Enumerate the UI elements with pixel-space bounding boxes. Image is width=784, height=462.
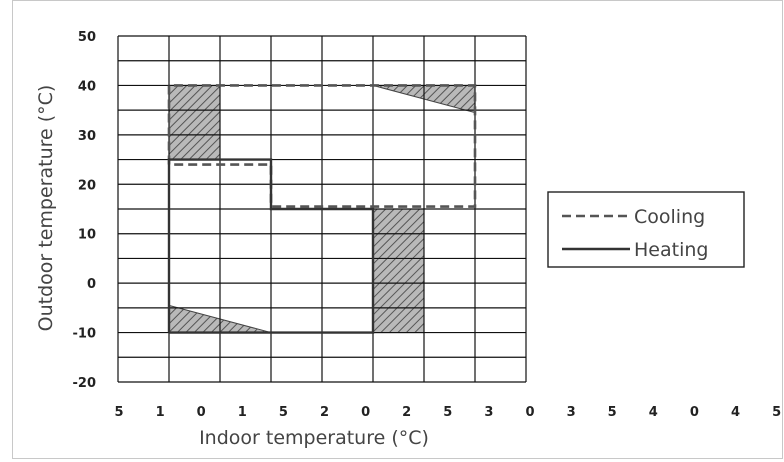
legend-label-heating: Heating bbox=[634, 239, 708, 261]
x-tick-label: 2 bbox=[402, 405, 411, 420]
x-tick-label: 0 bbox=[197, 405, 206, 420]
x-tick-label: 5 bbox=[772, 405, 781, 420]
x-tick-labels: 5 1 0 1 5 2 0 2 5 3 0 3 5 4 0 4 5 bbox=[114, 405, 781, 420]
y-tick-label: 30 bbox=[78, 129, 96, 144]
legend-box bbox=[547, 191, 745, 268]
shaded-region-0 bbox=[168, 84, 221, 161]
x-tick-label: 5 bbox=[114, 405, 123, 420]
legend: Cooling Heating bbox=[547, 191, 745, 268]
x-tick-label: 0 bbox=[525, 405, 534, 420]
series-line-cooling bbox=[167, 84, 477, 208]
y-tick-labels: 50 40 30 20 10 0 -10 -20 bbox=[73, 30, 97, 391]
x-tick-label: 4 bbox=[731, 405, 740, 420]
y-tick-label: 0 bbox=[87, 277, 96, 292]
series-lines bbox=[167, 84, 477, 334]
y-tick-label: 40 bbox=[78, 79, 96, 94]
x-tick-label: 5 bbox=[443, 405, 452, 420]
x-tick-label: 0 bbox=[690, 405, 699, 420]
x-tick-label: 1 bbox=[156, 405, 165, 420]
y-axis-title: Outdoor temperature (°C) bbox=[35, 85, 57, 332]
y-tick-label: -10 bbox=[73, 327, 97, 342]
x-tick-label: 3 bbox=[567, 405, 576, 420]
x-tick-label: 4 bbox=[649, 405, 658, 420]
shaded-region-2 bbox=[372, 208, 425, 334]
y-tick-label: 50 bbox=[78, 30, 96, 45]
y-tick-label: 10 bbox=[78, 228, 96, 243]
series-line-heating bbox=[167, 158, 375, 334]
chart-frame bbox=[12, 0, 783, 459]
legend-label-cooling: Cooling bbox=[634, 206, 705, 228]
y-tick-label: 20 bbox=[78, 178, 96, 193]
x-tick-label: 1 bbox=[238, 405, 247, 420]
y-tick-label: -20 bbox=[73, 376, 97, 391]
x-tick-label: 0 bbox=[361, 405, 370, 420]
x-tick-label: 5 bbox=[608, 405, 617, 420]
x-tick-label: 2 bbox=[320, 405, 329, 420]
x-tick-label: 3 bbox=[484, 405, 493, 420]
x-tick-label: 5 bbox=[279, 405, 288, 420]
x-axis-title: Indoor temperature (°C) bbox=[199, 427, 429, 449]
